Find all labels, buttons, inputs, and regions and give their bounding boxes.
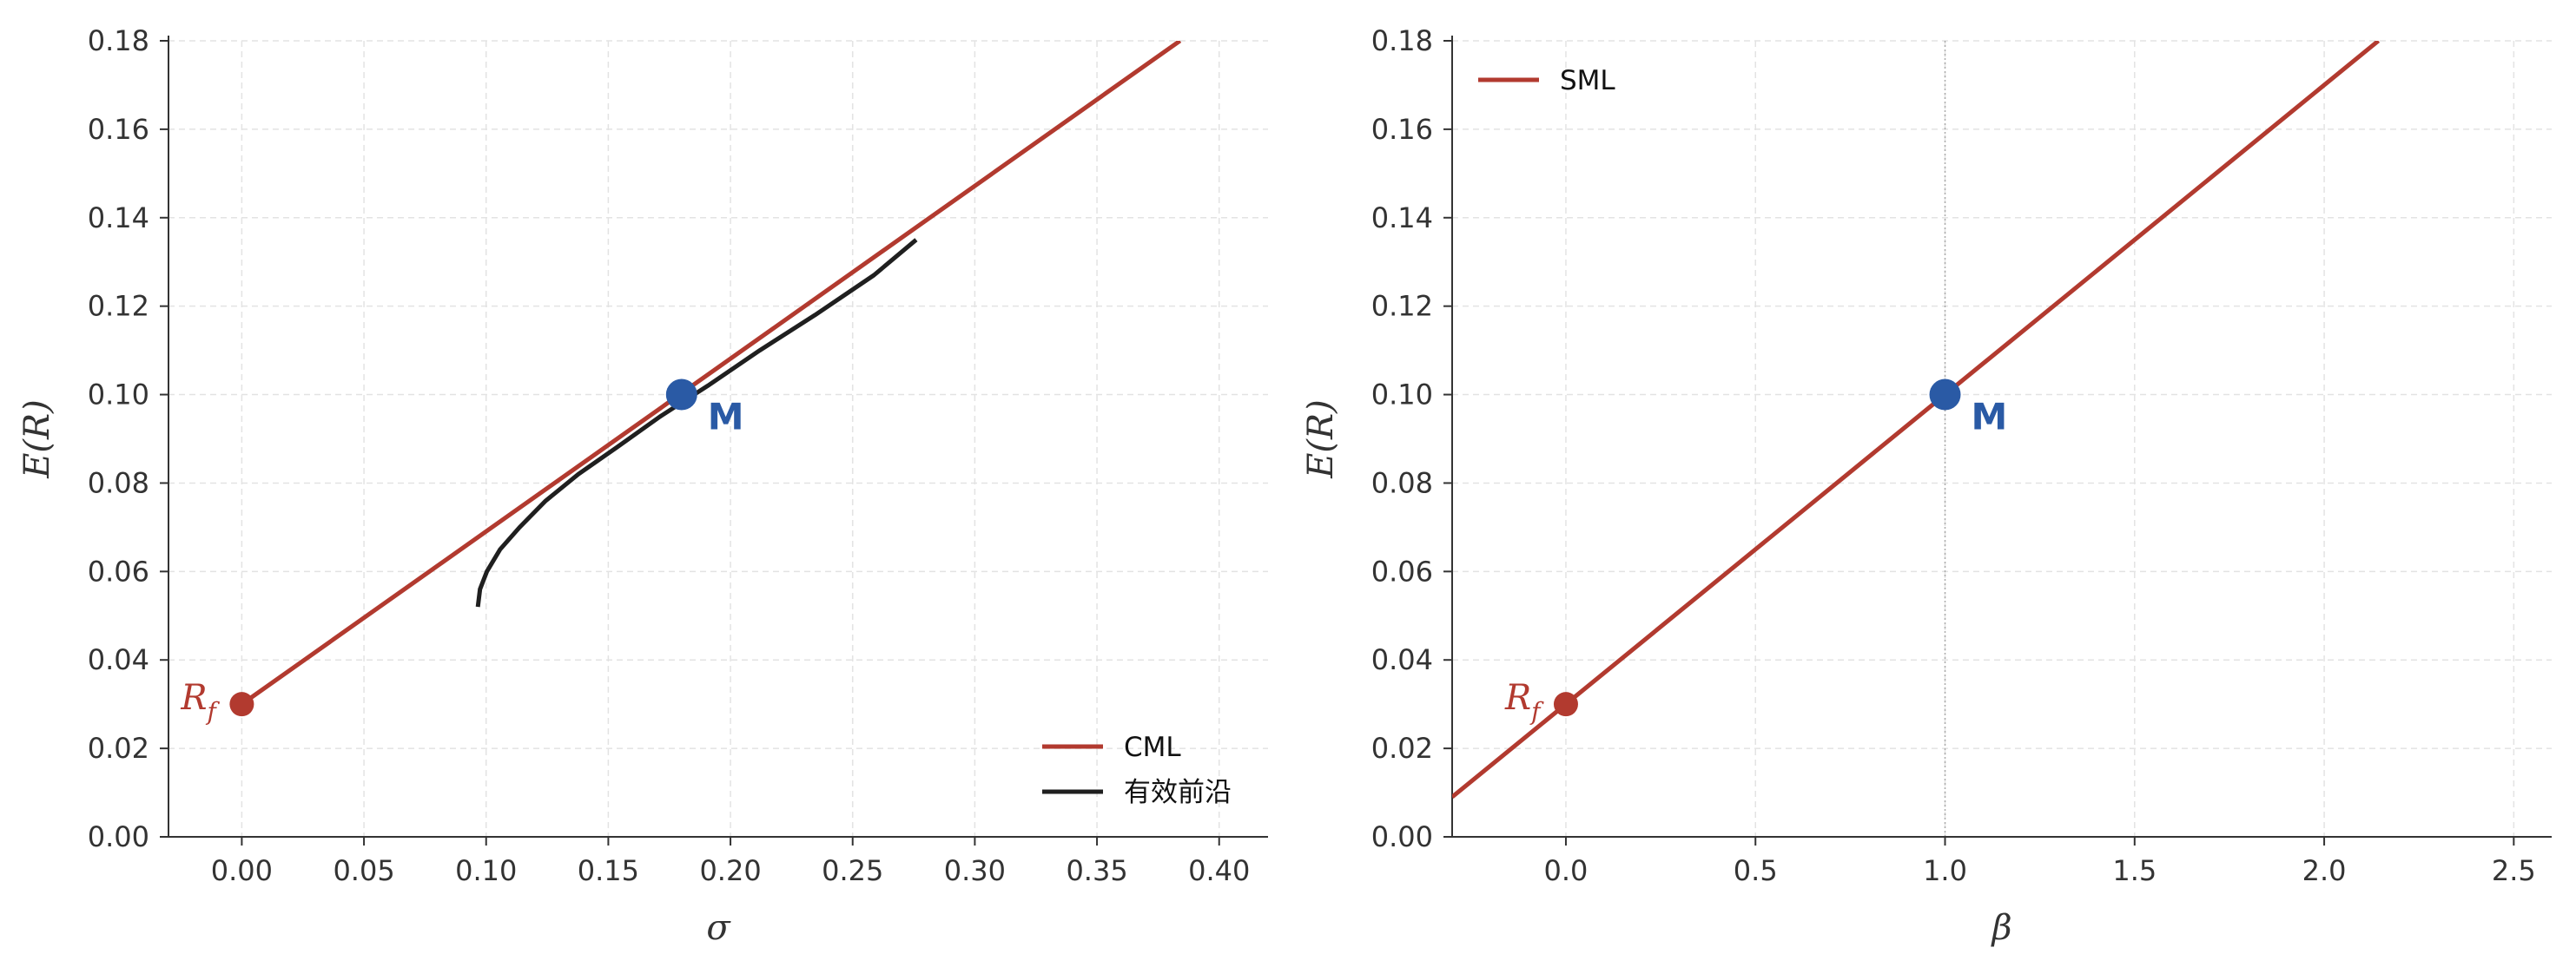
risk-free-label: Rf <box>1504 678 1544 726</box>
chart-panel-1: 0.00 0.05 0.10 0.15 0.20 0.25 0.30 0.35 0.40 0.00… <box>17 24 1268 948</box>
y-axis-label: E(R) <box>17 399 57 479</box>
y-tick-label: 0.00 <box>1371 820 1433 853</box>
risk-free-point <box>1553 692 1578 717</box>
y-tick-label: 0.10 <box>88 378 149 411</box>
risk-free-label-base: R <box>180 678 207 718</box>
x-tick-label: 0.30 <box>944 854 1006 887</box>
market-portfolio-label: M <box>1972 396 2008 438</box>
x-tick-label: 0.05 <box>333 854 394 887</box>
market-portfolio-point <box>665 378 697 411</box>
risk-free-point <box>229 692 254 717</box>
y-tick-label: 0.00 <box>88 820 149 853</box>
y-tick-label: 0.04 <box>88 643 149 676</box>
market-portfolio-point <box>1929 378 1961 411</box>
x-axis-label: σ <box>706 908 731 948</box>
y-tick-label: 0.08 <box>88 466 149 499</box>
sml-line <box>1452 41 2381 800</box>
y-tick-label: 0.14 <box>1371 201 1433 234</box>
x-tick-label: 0.20 <box>699 854 761 887</box>
y-tick-label: 0.12 <box>88 290 149 323</box>
legend: SML <box>1478 65 1615 96</box>
grid <box>168 40 1268 838</box>
plot-area <box>240 41 1182 707</box>
legend-label: CML <box>1124 732 1181 763</box>
y-tick-label: 0.06 <box>1371 555 1433 588</box>
x-tick-label: 0.10 <box>455 854 517 887</box>
risk-free-label-base: R <box>1504 678 1531 718</box>
x-tick-label: 0.15 <box>578 854 639 887</box>
x-axis-label: β <box>1990 908 2011 948</box>
plot-area <box>1452 41 2381 800</box>
y-tick-label: 0.06 <box>88 555 149 588</box>
legend-label: SML <box>1560 65 1615 96</box>
cml-line <box>240 41 1182 707</box>
x-tick-label: 1.0 <box>1923 854 1967 887</box>
efficient-frontier-line <box>475 238 918 608</box>
risk-free-label: Rf <box>180 678 220 726</box>
legend: CML 有效前沿 <box>1042 732 1232 808</box>
legend-label: 有效前沿 <box>1124 777 1232 808</box>
x-tick-label: 0.40 <box>1188 854 1250 887</box>
y-tick-label: 0.12 <box>1371 290 1433 323</box>
y-tick-label: 0.14 <box>88 201 149 234</box>
y-tick-label: 0.08 <box>1371 466 1433 499</box>
grid <box>1452 40 2552 838</box>
y-tick-label: 0.16 <box>1371 113 1433 146</box>
x-tick-label: 2.0 <box>2302 854 2347 887</box>
risk-free-label-subscript: f <box>206 697 221 726</box>
x-tick-label: 0.25 <box>822 854 883 887</box>
y-tick-label: 0.18 <box>1371 24 1433 57</box>
x-tick-label: 0.5 <box>1734 854 1778 887</box>
y-tick-label: 0.10 <box>1371 378 1433 411</box>
x-tick-label: 2.5 <box>2492 854 2536 887</box>
y-tick-label: 0.16 <box>88 113 149 146</box>
x-tick-label: 0.0 <box>1544 854 1589 887</box>
y-tick-label: 0.02 <box>1371 732 1433 765</box>
y-tick-label: 0.18 <box>88 24 149 57</box>
y-axis-label: E(R) <box>1301 399 1341 479</box>
y-tick-label: 0.04 <box>1371 643 1433 676</box>
chart-panel-2: 0.0 0.5 1.0 1.5 2.0 2.5 0.00 0.02 0.04 0.06 0.08 0.… <box>1301 24 2552 948</box>
x-tick-label: 0.35 <box>1066 854 1127 887</box>
y-tick-label: 0.02 <box>88 732 149 765</box>
x-tick-label: 1.5 <box>2112 854 2157 887</box>
x-tick-label: 0.00 <box>211 854 273 887</box>
market-portfolio-label: M <box>708 396 744 438</box>
